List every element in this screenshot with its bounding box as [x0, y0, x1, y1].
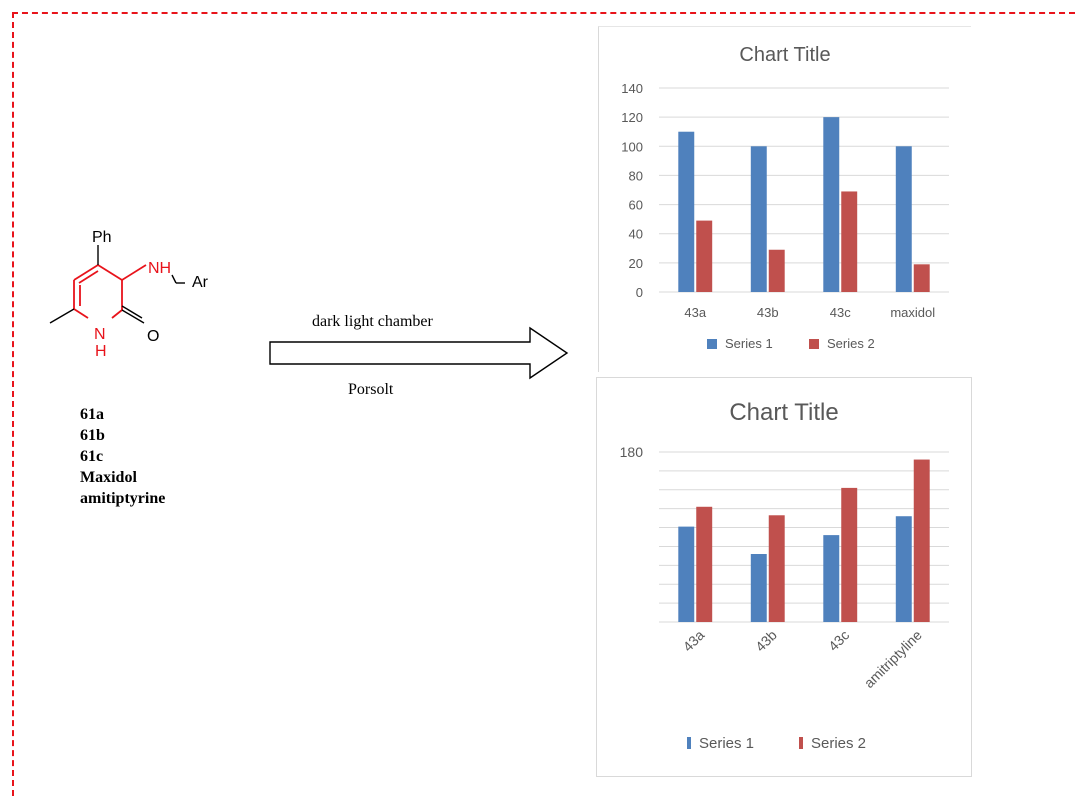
bar-series-2 — [696, 506, 713, 622]
carbonyl-oxygen-label: O — [147, 328, 159, 345]
y-tick-label: 180 — [620, 444, 644, 460]
bar-series-1 — [895, 516, 912, 622]
y-tick-label: 20 — [629, 256, 643, 271]
x-tick-label: 43c — [825, 627, 852, 654]
pyridinone-structure: Ph NH Ar O N H — [49, 229, 209, 360]
aryl-label: Ar — [192, 274, 209, 291]
bar-series-2 — [696, 220, 713, 292]
chart-panel-2: Chart Title 180 43a 43b 43c amitriptyline Seri… — [596, 377, 972, 777]
compound-item: 61a — [80, 406, 104, 423]
arrow-label-top: dark light chamber — [312, 313, 433, 330]
y-tick-label: 60 — [629, 198, 643, 213]
y-tick-label: 40 — [629, 227, 643, 242]
dashed-frame-top — [12, 12, 1075, 14]
chart-title: Chart Title — [729, 399, 838, 426]
compound-item: 61c — [80, 448, 104, 465]
bar-series-1 — [823, 117, 840, 293]
ring-hydrogen-label: H — [95, 343, 107, 360]
bar-series-2 — [841, 191, 858, 292]
x-tick-label: 43a — [684, 305, 706, 320]
legend-swatch — [707, 339, 717, 349]
bar-series-1 — [750, 554, 767, 622]
y-tick-label: 0 — [636, 285, 643, 300]
amine-label: NH — [148, 260, 171, 277]
structure-bonds — [49, 245, 185, 324]
pyridinone-ring — [73, 264, 147, 319]
legend-label: Series 1 — [725, 336, 773, 351]
bar-series-1 — [750, 146, 767, 292]
bar-series-2 — [768, 249, 785, 292]
legend-swatch — [687, 737, 691, 749]
arrow-label-bottom: Porsolt — [348, 381, 394, 398]
y-tick-label: 140 — [621, 81, 643, 96]
legend-label: Series 2 — [827, 336, 875, 351]
bar-series-1 — [678, 131, 695, 292]
bar-series-2 — [913, 459, 930, 622]
dashed-frame-left — [12, 12, 14, 796]
chart-title: Chart Title — [739, 44, 830, 66]
x-tick-label: 43b — [757, 305, 779, 320]
legend-swatch — [799, 737, 803, 749]
bar-series-2 — [768, 515, 785, 622]
x-tick-label: 43a — [680, 627, 708, 655]
bar-chart-1: Chart Title 0 20 40 60 80 100 120 140 43a 43b 43c ma… — [621, 44, 949, 351]
phenyl-label: Ph — [92, 229, 112, 246]
chart-panel-1: Chart Title 0 20 40 60 80 100 120 140 43a 43b 43c ma… — [598, 26, 971, 372]
bar-series-1 — [823, 535, 840, 622]
bar-series-2 — [913, 264, 930, 292]
reaction-arrow — [269, 326, 569, 380]
legend-swatch — [809, 339, 819, 349]
compound-list: 61a 61b 61c Maxidol amitiptyrine — [80, 404, 165, 509]
bar-series-1 — [895, 146, 912, 292]
y-tick-label: 120 — [621, 110, 643, 125]
bar-chart-2: Chart Title 180 43a 43b 43c amitriptyline Seri… — [620, 399, 949, 752]
compound-item: Maxidol — [80, 469, 137, 486]
compound-item: amitiptyrine — [80, 490, 166, 507]
x-tick-label: 43c — [830, 305, 851, 320]
y-tick-label: 80 — [629, 168, 643, 183]
x-tick-label: maxidol — [890, 305, 935, 320]
legend-label: Series 2 — [811, 735, 866, 752]
bar-series-2 — [841, 487, 858, 622]
y-tick-label: 100 — [621, 139, 643, 154]
compound-item: 61b — [80, 427, 105, 444]
legend-label: Series 1 — [699, 735, 754, 752]
x-tick-label: amitriptyline — [861, 627, 925, 691]
bar-series-1 — [678, 526, 695, 622]
x-tick-label: 43b — [752, 627, 780, 655]
ring-nitrogen-label: N — [94, 326, 106, 343]
